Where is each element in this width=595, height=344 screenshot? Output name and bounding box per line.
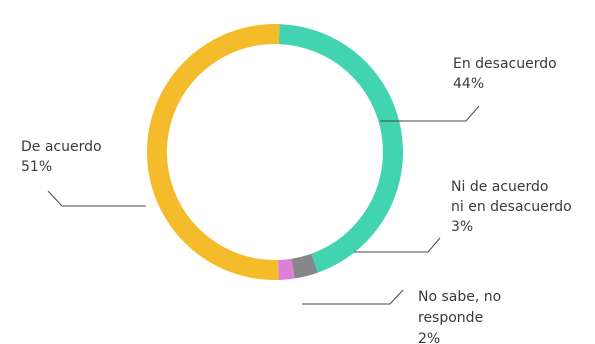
leader-line-ni-de-acuerdo-ni-en-desacuerdo	[354, 237, 441, 253]
donut-slices	[146, 24, 403, 281]
slice-value-no-sabe-no-responde: 2%	[418, 331, 440, 344]
slice-name-de-acuerdo: De acuerdo	[21, 139, 102, 155]
slice-name-no-sabe-no-responde-line-1: No sabe, no	[418, 289, 501, 305]
slice-label-ni-de-acuerdo-ni-en-desacuerdo: Ni de acuerdo ni en desacuerdo 3%	[354, 179, 572, 253]
slice-en-desacuerdo	[278, 24, 403, 273]
slice-name-ni-de-acuerdo-ni-en-desacuerdo-line-2: ni en desacuerdo	[451, 199, 572, 215]
slice-label-no-sabe-no-responde: No sabe, no responde 2%	[302, 289, 501, 344]
leader-line-de-acuerdo	[47, 190, 146, 207]
leader-line-no-sabe-no-responde	[302, 289, 404, 305]
slice-value-en-desacuerdo: 44%	[453, 76, 484, 92]
slice-labels: En desacuerdo 44% Ni de acuerdo ni en desac…	[21, 56, 572, 344]
slice-label-en-desacuerdo: En desacuerdo 44%	[380, 56, 557, 122]
slice-no-sabe-no-responde	[278, 258, 295, 280]
slice-name-en-desacuerdo: En desacuerdo	[453, 56, 557, 72]
slice-name-no-sabe-no-responde-line-2: responde	[418, 310, 483, 326]
slice-de-acuerdo	[146, 24, 280, 281]
slice-name-ni-de-acuerdo-ni-en-desacuerdo-line-1: Ni de acuerdo	[451, 179, 549, 195]
leader-line-en-desacuerdo	[380, 105, 480, 122]
slice-value-ni-de-acuerdo-ni-en-desacuerdo: 3%	[451, 219, 473, 235]
slice-ni-de-acuerdo-ni-en-desacuerdo	[291, 253, 318, 279]
slice-label-de-acuerdo: De acuerdo 51%	[21, 139, 146, 207]
slice-value-de-acuerdo: 51%	[21, 159, 52, 175]
